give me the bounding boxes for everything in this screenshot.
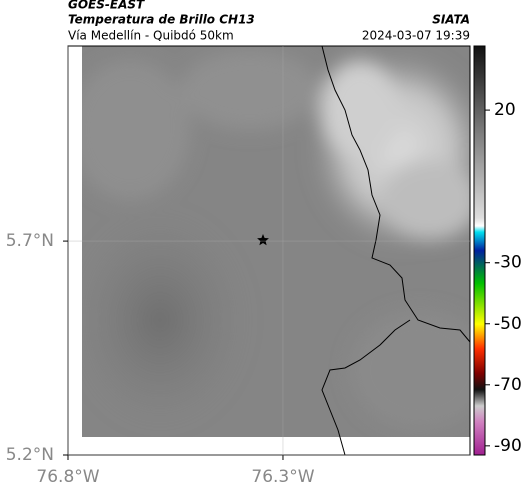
y-tick-label: 5.2°N	[6, 445, 54, 465]
source: SIATA	[432, 13, 470, 27]
imagery	[82, 46, 470, 437]
datetime: 2024-03-07 19:39	[362, 29, 470, 43]
colorbar	[473, 45, 486, 456]
colorbar-tick-label: -30	[494, 253, 522, 273]
product: GOES-EAST	[68, 0, 145, 12]
location-marker	[257, 234, 269, 246]
borders	[321, 45, 471, 456]
y-tick-label: 5.7°N	[6, 231, 54, 251]
colorbar-tick-label: -90	[494, 436, 522, 456]
title: Temperatura de Brillo CH13	[68, 13, 255, 27]
colorbar-tick-label: 20	[494, 100, 516, 120]
x-tick-label: 76.8°W	[36, 467, 99, 487]
colorbar-tick-label: -70	[494, 375, 522, 395]
subtitle: Vía Medellín - Quibdó 50km	[68, 29, 234, 43]
colorbar-tick-label: -50	[494, 314, 522, 334]
x-tick-label: 76.3°W	[251, 467, 314, 487]
